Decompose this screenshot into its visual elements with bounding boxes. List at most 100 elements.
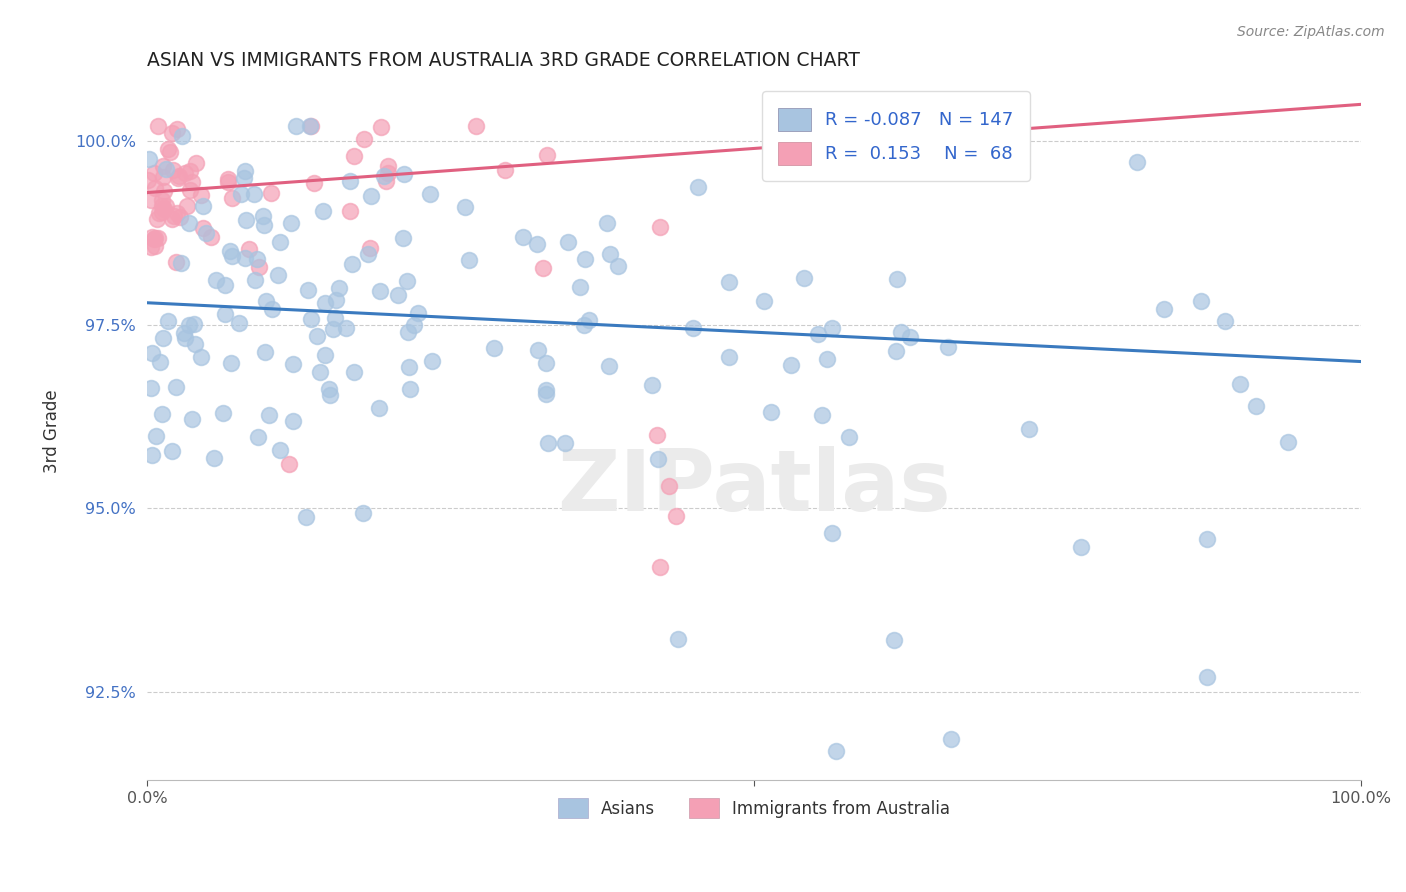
Point — [884, 343, 907, 358]
Point — [419, 186, 441, 201]
Point — [319, 388, 342, 402]
Point — [398, 382, 420, 396]
Y-axis label: 3rd Grade: 3rd Grade — [44, 390, 60, 473]
Point — [339, 204, 361, 219]
Point — [294, 509, 316, 524]
Point — [298, 120, 321, 134]
Point — [260, 186, 283, 200]
Point — [180, 176, 202, 190]
Point — [308, 365, 330, 379]
Point — [301, 120, 323, 134]
Point — [167, 169, 190, 183]
Point — [169, 256, 191, 270]
Point — [157, 142, 180, 156]
Text: ASIAN VS IMMIGRANTS FROM AUSTRALIA 3RD GRADE CORRELATION CHART: ASIAN VS IMMIGRANTS FROM AUSTRALIA 3RD G… — [148, 51, 860, 70]
Point — [156, 314, 179, 328]
Point — [396, 325, 419, 339]
Point — [254, 293, 277, 308]
Point — [179, 164, 201, 178]
Point — [572, 318, 595, 332]
Point — [195, 227, 218, 241]
Point — [568, 280, 591, 294]
Point — [889, 325, 911, 339]
Point — [281, 414, 304, 428]
Point — [217, 172, 239, 186]
Point — [172, 129, 194, 144]
Point — [247, 260, 270, 274]
Point — [165, 255, 187, 269]
Legend: Asians, Immigrants from Australia: Asians, Immigrants from Australia — [551, 792, 956, 824]
Point — [373, 169, 395, 183]
Point — [325, 310, 347, 325]
Point — [205, 273, 228, 287]
Point — [557, 235, 579, 249]
Point — [650, 560, 672, 574]
Point — [394, 167, 416, 181]
Point — [297, 283, 319, 297]
Point — [214, 278, 236, 293]
Point — [145, 429, 167, 443]
Point — [229, 186, 252, 201]
Point — [807, 327, 830, 342]
Point — [246, 252, 269, 267]
Point — [155, 161, 177, 176]
Point — [395, 274, 418, 288]
Point — [494, 162, 516, 177]
Point — [641, 378, 664, 392]
Point — [658, 479, 681, 493]
Point — [718, 350, 741, 364]
Point — [148, 206, 170, 220]
Point — [173, 326, 195, 340]
Point — [526, 236, 548, 251]
Point — [150, 193, 173, 207]
Point — [821, 320, 844, 334]
Point — [318, 382, 340, 396]
Point — [595, 216, 617, 230]
Point — [146, 120, 169, 134]
Point — [886, 272, 908, 286]
Point — [815, 351, 838, 366]
Point — [159, 145, 181, 159]
Point — [228, 316, 250, 330]
Point — [1070, 541, 1092, 555]
Point — [754, 294, 776, 309]
Point — [357, 247, 380, 261]
Point — [574, 252, 596, 267]
Point — [202, 451, 225, 466]
Point — [343, 365, 366, 379]
Point — [404, 318, 426, 332]
Point — [464, 120, 486, 134]
Point — [267, 268, 290, 283]
Point — [152, 331, 174, 345]
Point — [146, 231, 169, 245]
Point — [398, 359, 420, 374]
Point — [359, 241, 381, 255]
Point — [184, 336, 207, 351]
Point — [666, 632, 689, 647]
Point — [181, 412, 204, 426]
Point — [368, 285, 391, 299]
Point — [314, 295, 336, 310]
Point — [162, 162, 184, 177]
Point — [1229, 376, 1251, 391]
Point — [554, 435, 576, 450]
Point — [163, 210, 186, 224]
Point — [536, 148, 558, 162]
Point — [152, 169, 174, 184]
Point — [377, 166, 399, 180]
Point — [370, 120, 392, 134]
Point — [883, 632, 905, 647]
Point — [138, 173, 160, 187]
Point — [1126, 155, 1149, 169]
Point — [160, 126, 183, 140]
Point — [299, 311, 322, 326]
Point — [269, 443, 291, 458]
Point — [512, 230, 534, 244]
Point — [598, 359, 620, 374]
Point — [233, 252, 256, 266]
Point — [352, 507, 374, 521]
Point — [150, 199, 173, 213]
Point — [152, 184, 174, 198]
Point — [302, 177, 325, 191]
Point — [280, 217, 302, 231]
